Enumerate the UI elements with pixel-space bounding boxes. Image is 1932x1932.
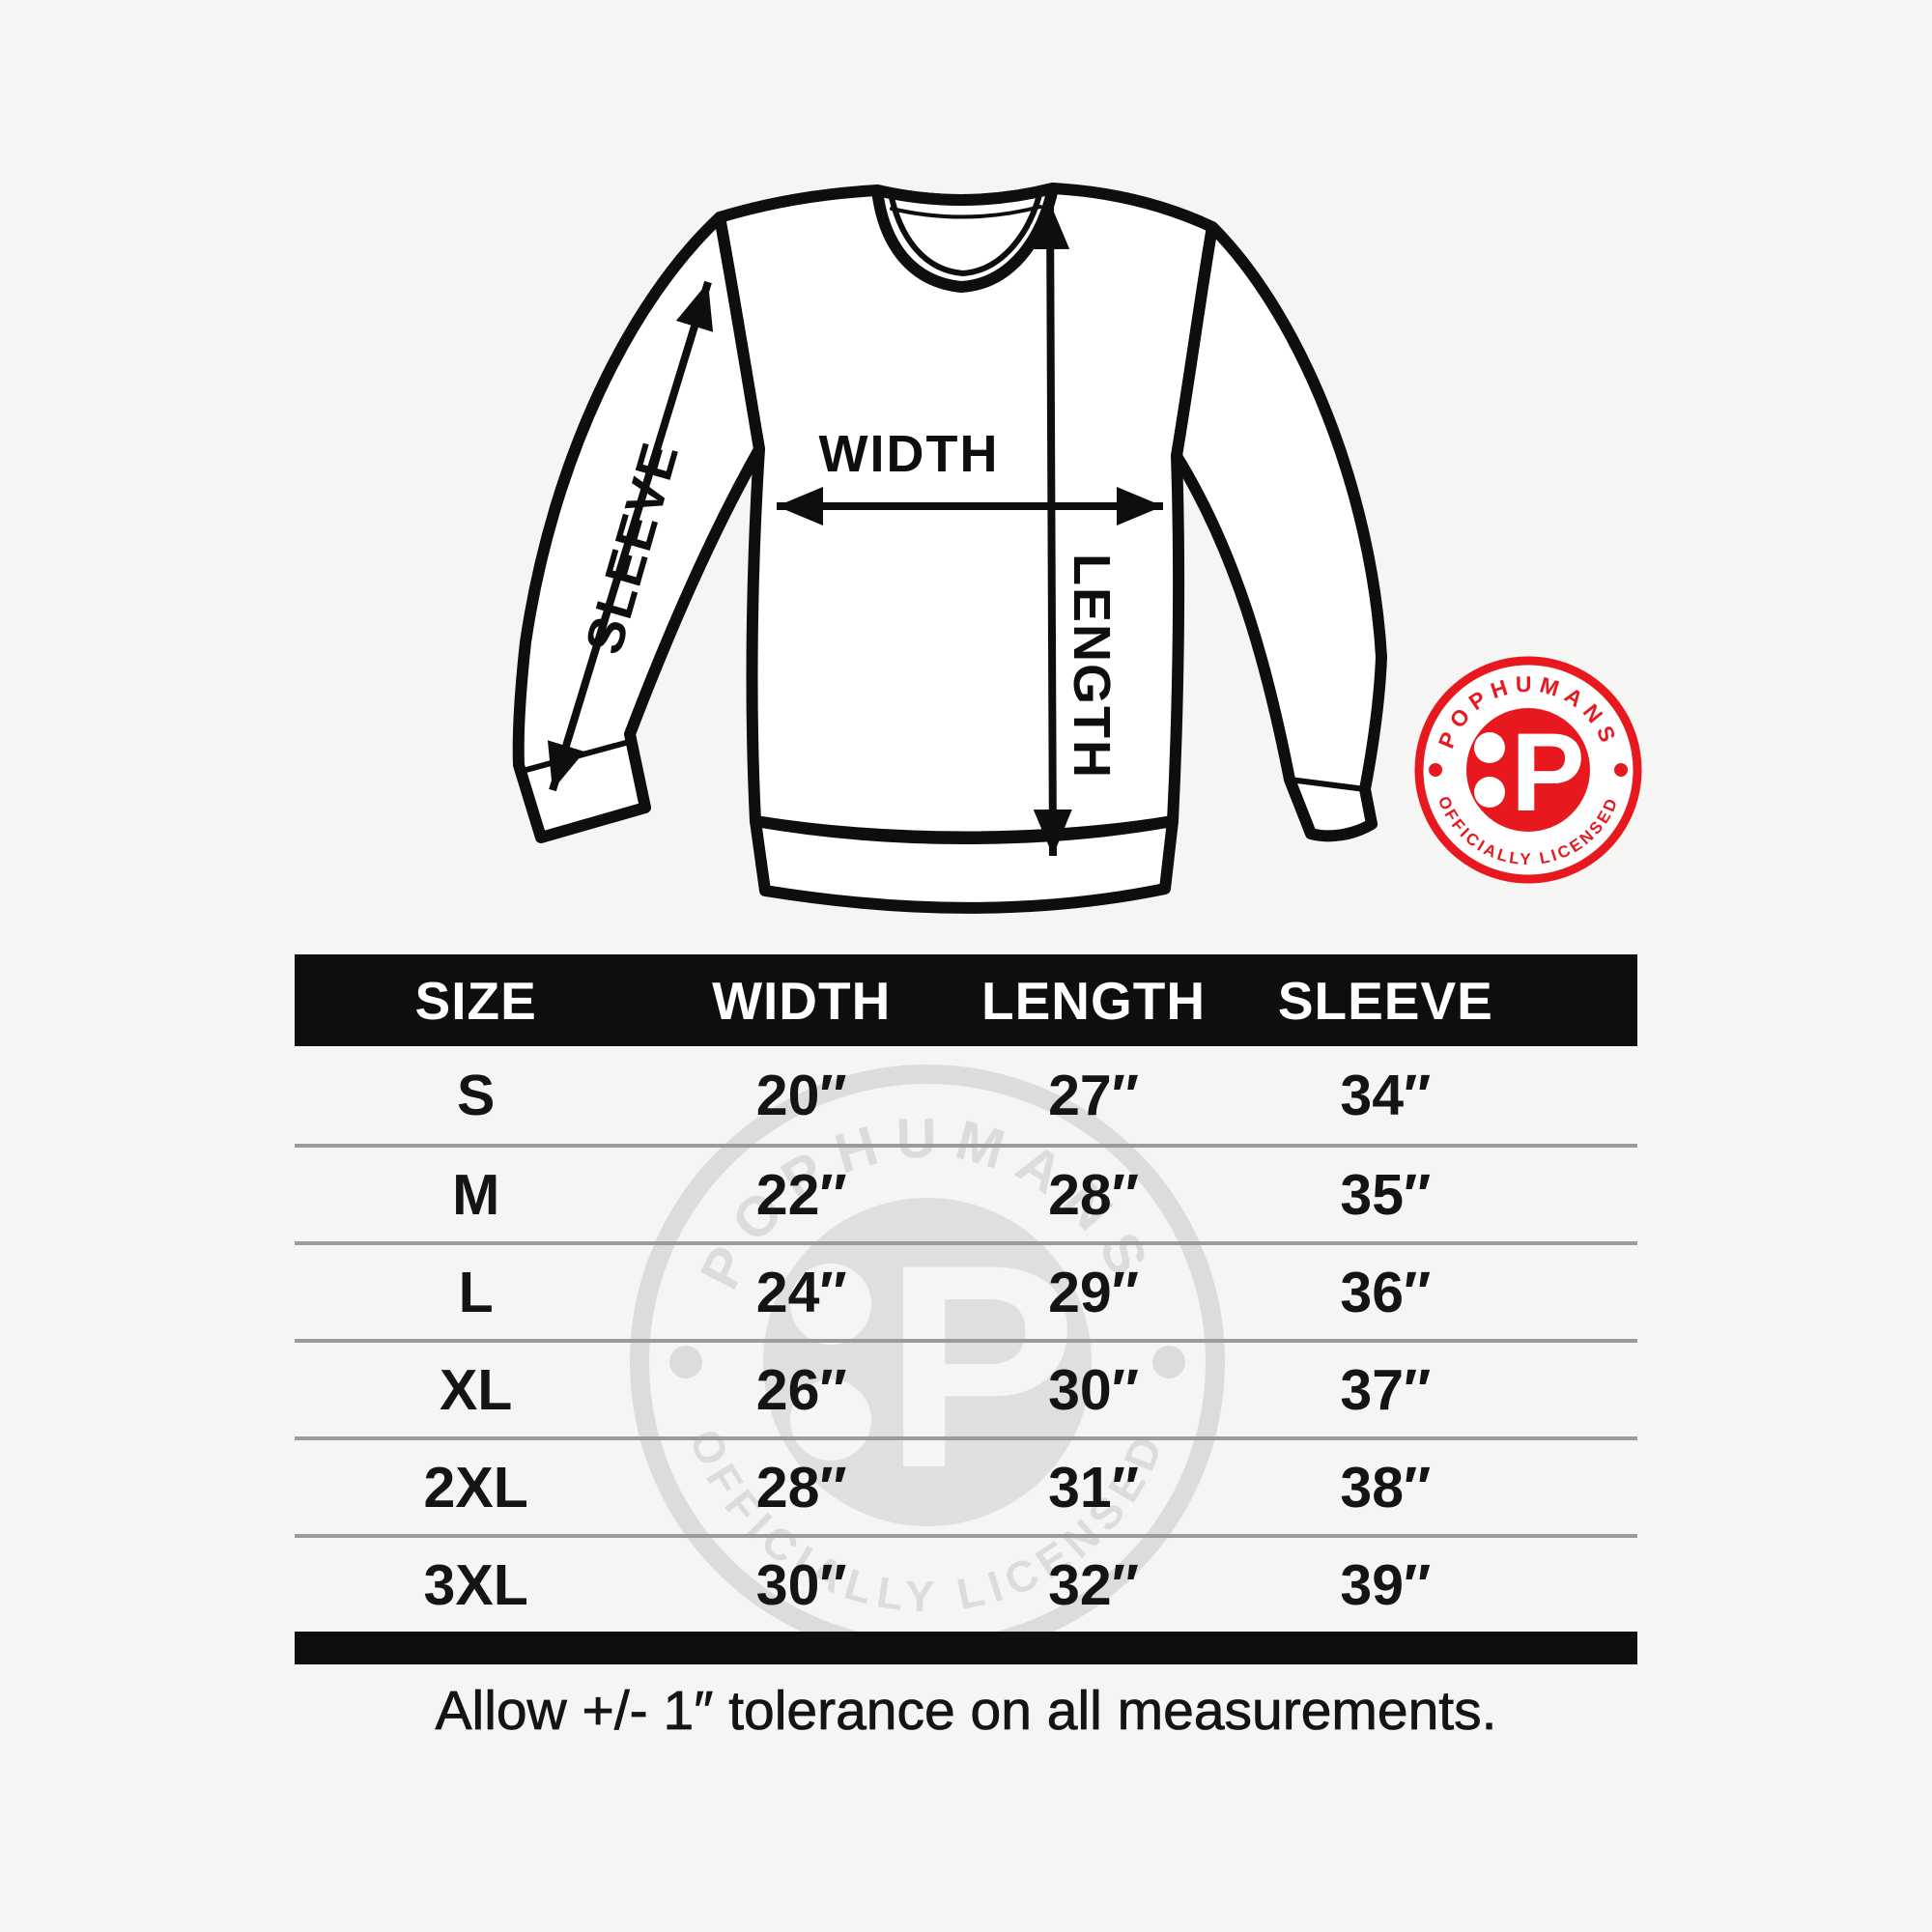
watermark-colon-dot [790,1379,871,1461]
cell-width: 26″ [755,1357,847,1422]
cell-size: XL [439,1357,513,1422]
width-label: WIDTH [819,425,1000,483]
cell-sleeve: 38″ [1340,1455,1432,1520]
sleeve-arrow [547,280,714,792]
cell-sleeve: 34″ [1340,1063,1432,1127]
cell-size: M [452,1162,500,1227]
cell-width: 30″ [755,1552,847,1617]
cell-sleeve: 36″ [1340,1260,1432,1324]
cell-size: 2XL [423,1455,528,1520]
size-chart-header: SIZE WIDTH LENGTH SLEEVE [295,954,1637,1046]
cell-width: 28″ [755,1455,847,1520]
cell-length: 29″ [1048,1260,1139,1324]
pophumans-watermark: POPHUMANS OFFICIALLY LICENSED P [630,1065,1225,1660]
collar-inner-line [890,205,1042,219]
badge-right-dot [1614,763,1628,777]
badge-colon-dot [1474,777,1505,808]
table-row: M 22″ 28″ 35″ [295,1144,1637,1241]
cell-width: 22″ [755,1162,847,1227]
cell-width: 24″ [755,1260,847,1324]
cell-length: 27″ [1048,1063,1139,1127]
watermark-left-dot [669,1346,702,1378]
table-row: XL 26″ 30″ 37″ [295,1339,1637,1436]
collar-rib-line [888,188,1043,277]
cell-width: 20″ [755,1063,847,1127]
watermark-right-dot [1152,1346,1185,1378]
pophumans-badge: POPHUMANS OFFICIALLY LICENSED P [1414,656,1642,884]
badge-colon-dot [1474,732,1505,763]
cell-sleeve: 35″ [1340,1162,1432,1227]
column-header-sleeve: SLEEVE [1277,970,1493,1031]
table-row: 2XL 28″ 31″ 38″ [295,1436,1637,1534]
right-cuff-line [1287,777,1368,792]
length-label: LENGTH [1063,554,1121,780]
table-bottom-rule [295,1632,1637,1664]
badge-monogram: P [1511,711,1585,835]
cell-length: 31″ [1048,1455,1139,1520]
tolerance-note: Allow +/- 1″ tolerance on all measuremen… [435,1680,1497,1743]
cell-size: 3XL [423,1552,528,1617]
table-row: L 24″ 29″ 36″ [295,1241,1637,1339]
cell-sleeve: 39″ [1340,1552,1432,1617]
cell-sleeve: 37″ [1340,1357,1432,1422]
length-arrow [1031,202,1072,857]
cell-length: 32″ [1048,1552,1139,1617]
cell-length: 28″ [1048,1162,1139,1227]
column-header-length: LENGTH [980,970,1207,1031]
cell-length: 30″ [1048,1357,1139,1422]
sweatshirt-waistband [750,815,1179,914]
column-header-size: SIZE [414,970,537,1031]
sweatshirt-right-sleeve [1171,221,1387,842]
cell-size: L [458,1260,494,1324]
badge-left-dot [1429,763,1442,777]
cell-size: S [456,1063,496,1127]
size-chart-table: SIZE WIDTH LENGTH SLEEVE S 20″ 27″ 34″ M… [295,954,1637,1664]
sweatshirt-diagram: WIDTH LENGTH SLEEVE [512,183,1387,914]
watermark-monogram: P [884,1204,1077,1528]
table-row: S 20″ 27″ 34″ [295,1046,1637,1144]
column-header-width: WIDTH [712,970,892,1031]
watermark-colon-dot [790,1264,871,1345]
table-row: 3XL 30″ 32″ 39″ [295,1534,1637,1632]
